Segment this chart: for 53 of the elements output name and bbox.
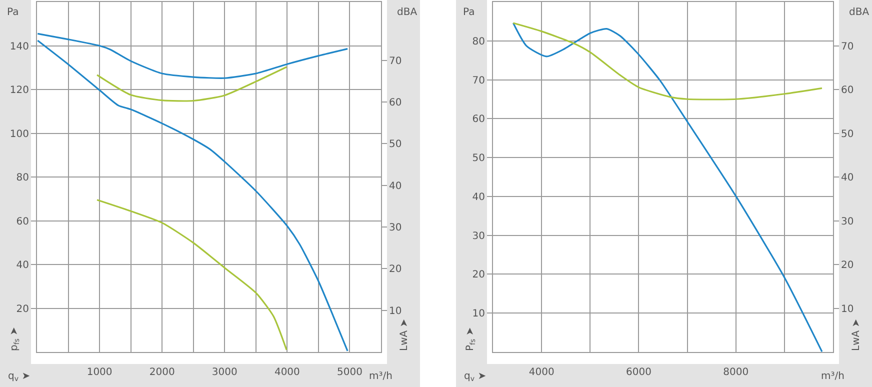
y-tick-label: 80 bbox=[472, 36, 485, 48]
y-tick-label: 10 bbox=[472, 308, 485, 320]
x-tick-label: 2000 bbox=[149, 367, 175, 378]
x-tick-label: 1000 bbox=[86, 367, 112, 378]
x-axis-title: q$_{v}$ ➤ bbox=[8, 371, 30, 384]
y-tick-label: 20 bbox=[472, 270, 485, 281]
y2-tick-label: 40 bbox=[841, 172, 854, 184]
y-tick-label: 30 bbox=[472, 230, 485, 242]
line-series bbox=[37, 40, 348, 352]
y-tick-label: 40 bbox=[16, 260, 29, 271]
x-tick-label: 6000 bbox=[626, 367, 652, 378]
x-tick-label: 4000 bbox=[274, 367, 300, 378]
y-tick-label: 50 bbox=[472, 153, 485, 164]
y-tick-label: 80 bbox=[16, 172, 29, 184]
y2-tick-label: 50 bbox=[841, 128, 854, 140]
line-series bbox=[96, 66, 288, 102]
text: m³/h bbox=[821, 371, 844, 382]
text: dBA bbox=[397, 7, 418, 18]
x-tick-label: 3000 bbox=[212, 367, 238, 378]
y2-tick-label: 20 bbox=[389, 264, 402, 276]
line-series bbox=[512, 22, 823, 100]
y-tick-label: 140 bbox=[10, 41, 29, 52]
y2-tick-label: 30 bbox=[841, 216, 854, 228]
y2-tick-label: 60 bbox=[389, 98, 402, 108]
y-tick-label: 60 bbox=[16, 216, 29, 228]
text: Pa bbox=[7, 7, 19, 18]
y2-tick-label: 60 bbox=[841, 85, 854, 96]
y2-tick-label: 70 bbox=[389, 56, 402, 67]
y2-axis-title: LwA ➤ bbox=[851, 318, 862, 351]
line-series bbox=[512, 22, 823, 352]
y2-axis-title: LwA ➤ bbox=[399, 318, 410, 351]
text: dBA bbox=[849, 7, 870, 18]
x-tick-label: 8000 bbox=[723, 367, 749, 378]
y2-tick-label: 50 bbox=[389, 139, 402, 150]
y-tick-label: 20 bbox=[16, 304, 29, 315]
y-tick-label: 60 bbox=[472, 114, 485, 126]
line-series bbox=[37, 32, 348, 79]
x-axis-title: q$_{v}$ ➤ bbox=[464, 371, 486, 384]
y-tick-label: 40 bbox=[472, 192, 485, 203]
y2-tick-label: 20 bbox=[841, 260, 854, 271]
y2-tick-label: 30 bbox=[389, 222, 402, 234]
y2-tick-label: 10 bbox=[389, 306, 402, 317]
y-tick-label: 100 bbox=[10, 128, 29, 140]
y2-tick-label: 70 bbox=[841, 41, 854, 52]
y2-tick-label: 10 bbox=[841, 304, 854, 315]
line-series bbox=[96, 199, 288, 351]
text: Pa bbox=[463, 7, 475, 18]
y-tick-label: 70 bbox=[472, 75, 485, 86]
x-tick-label: 4000 bbox=[528, 367, 554, 378]
x-tick-label: 5000 bbox=[337, 367, 362, 378]
text: m³/h bbox=[369, 371, 392, 382]
y2-tick-label: 40 bbox=[389, 180, 402, 192]
y-tick-label: 120 bbox=[10, 85, 29, 96]
